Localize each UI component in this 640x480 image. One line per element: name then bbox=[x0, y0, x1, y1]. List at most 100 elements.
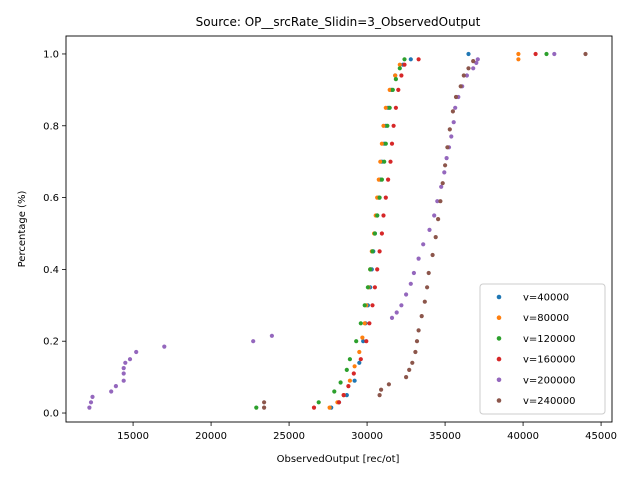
data-point-4-29 bbox=[449, 134, 454, 139]
legend-label: v=40000 bbox=[523, 293, 569, 304]
data-point-2-18 bbox=[385, 123, 390, 128]
data-point-1-19 bbox=[383, 105, 388, 110]
data-point-3-5 bbox=[358, 357, 363, 362]
data-point-5-18 bbox=[438, 199, 443, 204]
data-point-3-6 bbox=[364, 339, 369, 344]
data-point-1-23 bbox=[516, 57, 521, 62]
legend-label: v=120000 bbox=[523, 334, 575, 345]
data-point-4-9 bbox=[127, 357, 133, 362]
data-point-3-20 bbox=[396, 87, 401, 92]
data-point-5-16 bbox=[433, 235, 438, 240]
legend-marker bbox=[496, 336, 502, 341]
data-point-1-5 bbox=[357, 349, 362, 355]
data-point-5-3 bbox=[379, 387, 384, 392]
legend-marker bbox=[496, 294, 502, 300]
legend-marker bbox=[496, 377, 502, 383]
data-point-5-19 bbox=[440, 181, 445, 186]
legend: v=40000 v=80000 v=120000 v=160000 v=200000 v=… bbox=[479, 283, 606, 415]
data-point-3-7 bbox=[367, 321, 372, 326]
legend-label: v=80000 bbox=[523, 313, 569, 324]
data-point-1-4 bbox=[352, 364, 357, 369]
data-point-2-20 bbox=[390, 87, 395, 92]
y-axis-label: Percentage (%) bbox=[17, 191, 28, 268]
data-point-3-16 bbox=[388, 159, 393, 164]
data-point-3-0 bbox=[311, 405, 317, 410]
data-point-5-23 bbox=[450, 109, 455, 114]
data-point-2-6 bbox=[354, 339, 359, 344]
y-tick-label: 1.0 bbox=[43, 49, 59, 60]
data-point-4-21 bbox=[421, 242, 426, 247]
data-point-0-22 bbox=[408, 57, 413, 62]
legend-label: v=200000 bbox=[523, 375, 575, 386]
data-point-3-14 bbox=[383, 195, 388, 200]
data-point-3-24 bbox=[533, 51, 538, 57]
data-point-4-1 bbox=[88, 400, 94, 405]
data-point-4-34 bbox=[464, 73, 469, 78]
legend-label: v=240000 bbox=[523, 396, 575, 407]
y-axis: 0.0 0.2 0.4 0.6 0.8 1.0 bbox=[43, 49, 66, 420]
data-point-5-17 bbox=[436, 217, 441, 222]
x-tick-label: 20000 bbox=[195, 431, 227, 442]
data-point-1-24 bbox=[516, 51, 521, 57]
data-point-5-12 bbox=[422, 299, 427, 304]
x-tick-label: 25000 bbox=[273, 431, 305, 442]
data-point-5-22 bbox=[447, 127, 452, 132]
data-point-5-1 bbox=[262, 400, 267, 405]
data-point-2-7 bbox=[358, 321, 363, 326]
data-point-0-2 bbox=[344, 393, 349, 398]
data-point-3-21 bbox=[399, 73, 404, 78]
data-point-2-15 bbox=[379, 177, 384, 182]
data-point-5-10 bbox=[416, 328, 421, 333]
data-point-4-5 bbox=[121, 378, 126, 383]
data-point-2-14 bbox=[377, 195, 382, 200]
x-tick-label: 45000 bbox=[585, 431, 617, 442]
data-point-5-9 bbox=[414, 339, 420, 344]
data-point-2-0 bbox=[254, 405, 259, 410]
data-point-4-15 bbox=[394, 310, 399, 315]
data-point-3-1 bbox=[336, 400, 342, 405]
data-point-4-20 bbox=[416, 256, 421, 261]
data-point-5-26 bbox=[461, 73, 466, 78]
data-point-3-8 bbox=[370, 303, 375, 308]
data-point-1-20 bbox=[387, 87, 392, 92]
data-point-4-2 bbox=[90, 394, 95, 399]
data-point-4-22 bbox=[427, 227, 432, 232]
data-point-5-29 bbox=[583, 51, 588, 57]
data-point-0-23 bbox=[466, 51, 471, 57]
data-point-5-6 bbox=[407, 367, 412, 372]
data-point-5-24 bbox=[453, 94, 459, 100]
data-point-1-18 bbox=[381, 123, 386, 128]
data-point-5-13 bbox=[425, 285, 430, 290]
data-point-2-13 bbox=[375, 213, 380, 218]
data-point-1-15 bbox=[376, 177, 381, 182]
data-point-4-37 bbox=[475, 57, 480, 62]
data-point-3-19 bbox=[393, 105, 398, 110]
data-point-2-11 bbox=[370, 249, 375, 254]
data-point-4-16 bbox=[399, 303, 404, 308]
data-point-4-12 bbox=[251, 339, 256, 344]
data-point-3-3 bbox=[346, 384, 351, 389]
data-point-2-21 bbox=[393, 77, 398, 82]
data-point-4-31 bbox=[453, 105, 458, 110]
x-axis: 15000 20000 25000 30000 35000 40000 45000 bbox=[117, 422, 617, 442]
data-point-3-9 bbox=[372, 285, 377, 290]
data-point-4-23 bbox=[432, 213, 437, 218]
data-point-3-18 bbox=[391, 123, 396, 128]
data-point-4-27 bbox=[444, 156, 449, 161]
data-point-4-26 bbox=[442, 170, 447, 175]
data-point-4-10 bbox=[134, 349, 139, 355]
data-point-2-22 bbox=[397, 66, 402, 71]
data-point-3-2 bbox=[341, 393, 346, 398]
y-tick-label: 0.0 bbox=[43, 409, 59, 420]
data-point-5-27 bbox=[466, 66, 471, 71]
data-point-2-9 bbox=[365, 285, 370, 290]
data-point-4-3 bbox=[109, 389, 114, 394]
data-point-4-19 bbox=[411, 270, 416, 276]
data-point-3-11 bbox=[377, 249, 382, 254]
y-tick-label: 0.2 bbox=[43, 337, 59, 348]
data-point-2-1 bbox=[316, 400, 321, 405]
data-point-5-4 bbox=[386, 382, 391, 387]
data-point-2-16 bbox=[382, 159, 387, 164]
x-tick-label: 35000 bbox=[429, 431, 461, 442]
data-point-3-22 bbox=[402, 62, 407, 67]
